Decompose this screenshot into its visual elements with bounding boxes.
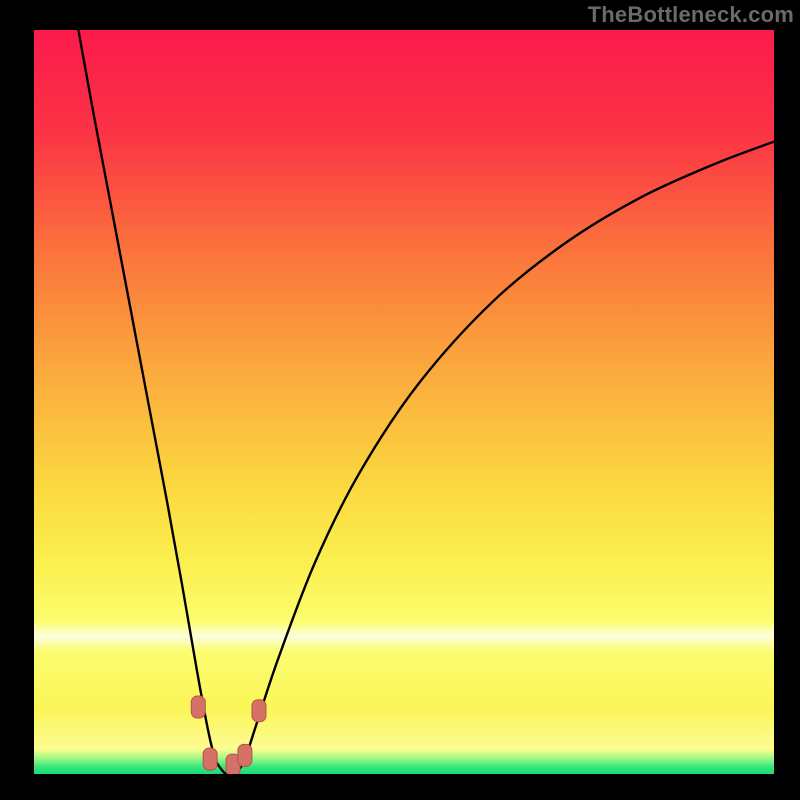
chart-canvas: { "watermark": { "text": "TheBottleneck.… (0, 0, 800, 800)
gpu-marker (252, 700, 266, 722)
gpu-marker (203, 748, 217, 770)
chart-svg (0, 0, 800, 800)
gpu-marker (238, 744, 252, 766)
watermark-text: TheBottleneck.com (588, 2, 794, 28)
plot-area (34, 30, 774, 776)
gpu-marker (191, 696, 205, 718)
